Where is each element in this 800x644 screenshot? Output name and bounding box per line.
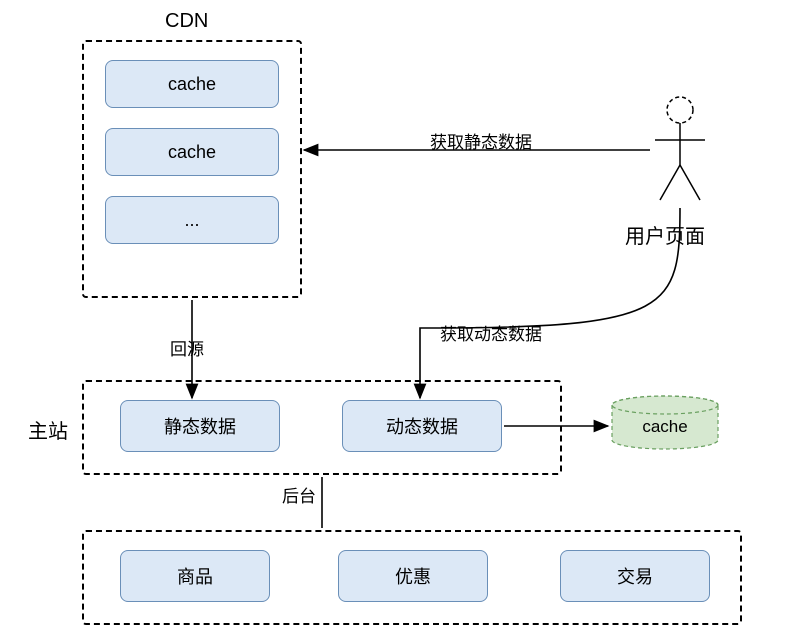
discount-box: 优惠 xyxy=(338,550,488,602)
dynamic-data-box: 动态数据 xyxy=(342,400,502,452)
discount-label: 优惠 xyxy=(395,563,431,589)
static-data-label: 静态数据 xyxy=(164,413,236,439)
static-data-box: 静态数据 xyxy=(120,400,280,452)
trade-label: 交易 xyxy=(617,563,653,589)
back-origin-label: 回源 xyxy=(168,335,206,360)
cdn-title: CDN xyxy=(165,10,208,33)
cache-box-2: cache xyxy=(105,128,279,176)
backend-label: 后台 xyxy=(280,482,318,507)
trade-box: 交易 xyxy=(560,550,710,602)
cache-cylinder-label: cache xyxy=(610,417,720,437)
goods-box: 商品 xyxy=(120,550,270,602)
main-site-label: 主站 xyxy=(28,415,68,444)
get-dynamic-label: 获取动态数据 xyxy=(438,320,544,345)
cache-box-3: ... xyxy=(105,196,279,244)
user-page-label: 用户页面 xyxy=(625,220,705,249)
cache-box-1: cache xyxy=(105,60,279,108)
goods-label: 商品 xyxy=(177,563,213,589)
cache-box-1-label: cache xyxy=(168,74,216,95)
cache-box-3-label: ... xyxy=(184,210,199,231)
dynamic-data-label: 动态数据 xyxy=(386,413,458,439)
cache-cylinder: cache xyxy=(610,395,720,450)
user-icon xyxy=(650,95,710,205)
cache-box-2-label: cache xyxy=(168,142,216,163)
get-static-label: 获取静态数据 xyxy=(428,128,534,153)
